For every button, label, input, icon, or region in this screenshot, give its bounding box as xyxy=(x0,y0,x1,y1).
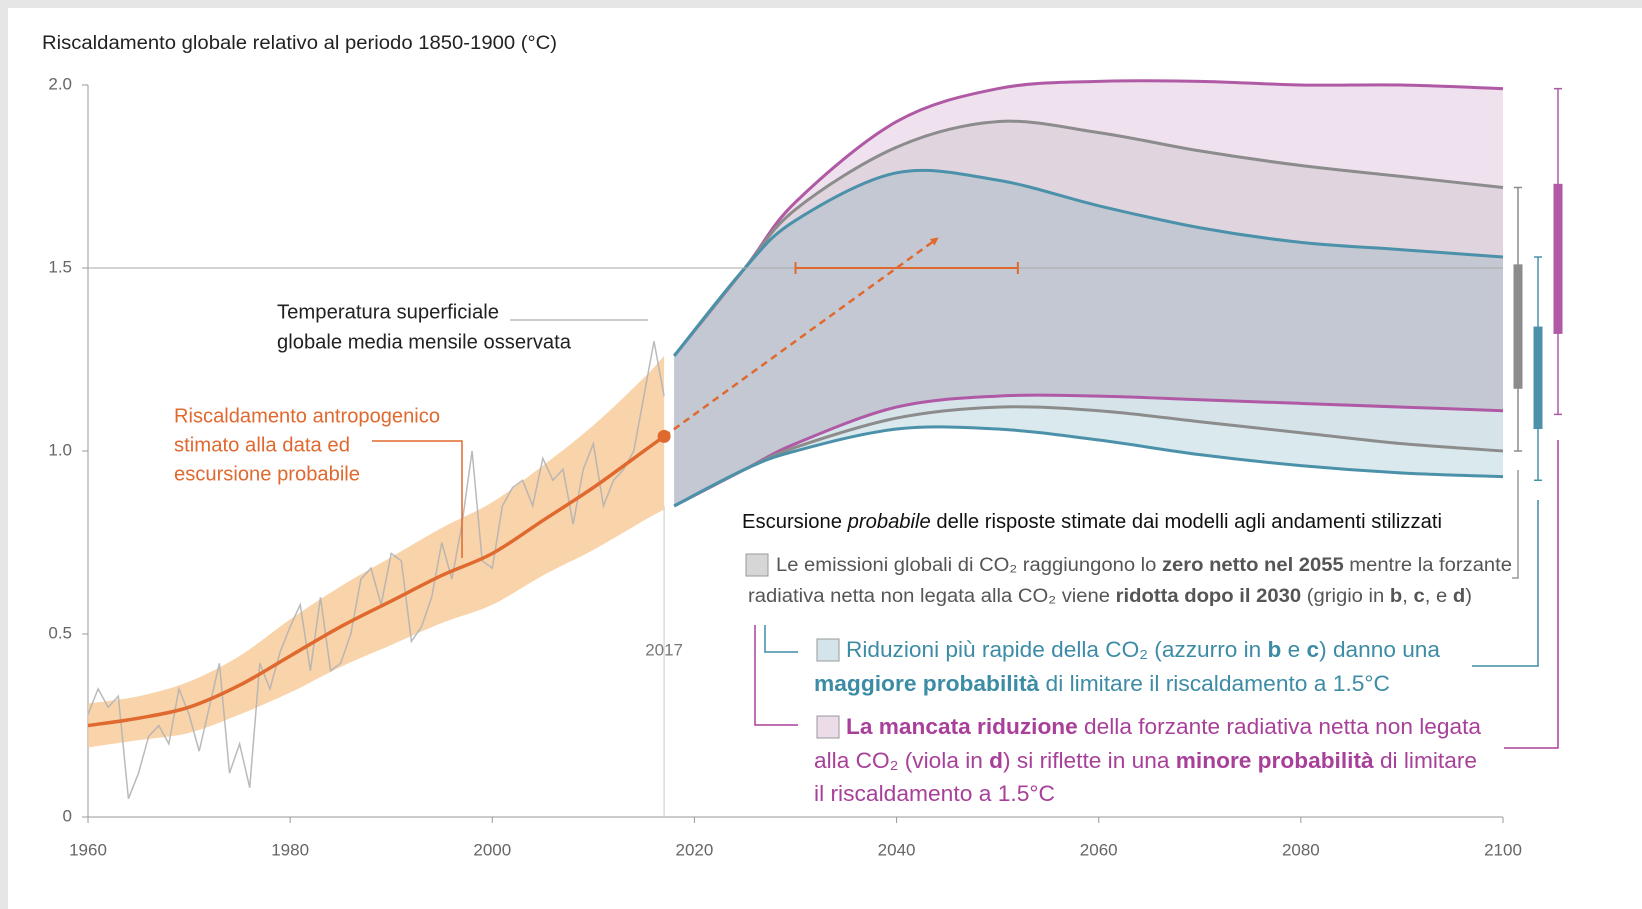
projection-line xyxy=(673,393,1504,508)
legend-swatch xyxy=(745,553,769,577)
projection-line xyxy=(673,79,1504,357)
legend-text-part: minore probabilità xyxy=(1176,748,1375,773)
legend-swatch xyxy=(816,638,840,662)
legend-text-part: Escursione xyxy=(742,511,848,533)
legend-text: maggiore probabilità di limitare il risc… xyxy=(814,671,1390,696)
projection-line xyxy=(673,405,1504,508)
connector xyxy=(1512,470,1519,579)
legend-text-part: Le emissioni globali di CO₂ raggiungono … xyxy=(776,555,1162,576)
bar-box xyxy=(1533,326,1543,430)
legend-text-part: b xyxy=(1268,637,1282,662)
legend-text-part: Riduzioni più rapide della CO₂ (azzurro … xyxy=(846,637,1268,662)
legend-text-part: (grigio in xyxy=(1301,586,1390,607)
legend-text-part: e xyxy=(1281,637,1306,662)
projection-arrow xyxy=(663,237,939,438)
projection-line xyxy=(673,425,1504,508)
legend-text-part: delle risposte stimate dai modelli agli … xyxy=(931,511,1442,533)
legend-text-part: d xyxy=(989,748,1003,773)
observed-label: Temperatura superficiale xyxy=(277,301,499,323)
anthropogenic-band xyxy=(88,355,665,748)
legend-text-part: La mancata riduzione xyxy=(846,714,1078,739)
x-tick-label: 2040 xyxy=(878,840,916,859)
y-tick-label: 1.5 xyxy=(48,257,72,276)
legend-text-part: di limitare il riscaldamento a 1.5°C xyxy=(1039,671,1390,696)
legend-text-part: mentre la forzante xyxy=(1344,555,1512,576)
legend-swatch xyxy=(816,715,840,739)
x-tick-label: 2060 xyxy=(1080,840,1118,859)
legend-text: La mancata riduzione della forzante radi… xyxy=(846,714,1482,739)
anthropogenic-label: stimato alla data ed xyxy=(174,434,350,456)
y-tick-label: 1.0 xyxy=(48,440,72,459)
anthropogenic-label: Riscaldamento antropogenico xyxy=(174,405,440,427)
anthropogenic-line xyxy=(87,434,666,728)
bar-box xyxy=(1553,183,1563,334)
chart-title: Riscaldamento globale relativo al period… xyxy=(42,33,557,54)
observed-label: globale media mensile osservata xyxy=(277,331,572,353)
x-tick-label: 2020 xyxy=(676,840,714,859)
legend-text-part: ) danno una xyxy=(1319,637,1441,662)
x-tick-label: 2000 xyxy=(473,840,511,859)
observed-line xyxy=(87,341,665,799)
legend-text: radiativa netta non legata alla CO₂ vien… xyxy=(748,586,1472,607)
x-tick-label: 1960 xyxy=(69,840,107,859)
y-tick-label: 0 xyxy=(63,806,72,825)
anthropogenic-pointer xyxy=(372,440,463,558)
connector xyxy=(1472,500,1539,667)
legend-text-part: d xyxy=(1453,586,1465,607)
connector xyxy=(764,625,798,653)
x-tick-label: 1980 xyxy=(271,840,309,859)
y-tick-label: 0.5 xyxy=(48,623,72,642)
year-label: 2017 xyxy=(645,640,683,659)
connector xyxy=(754,625,798,726)
legend-text-part: ridotta dopo il 2030 xyxy=(1116,586,1301,607)
y-tick-label: 2.0 xyxy=(48,74,72,93)
legend-text-part: ) si riflette in una xyxy=(1003,748,1176,773)
legend-text-part: b xyxy=(1390,586,1402,607)
legend-text-part: c xyxy=(1414,586,1426,607)
legend-text-part: , e xyxy=(1425,586,1453,607)
legend-text: Escursione probabile delle risposte stim… xyxy=(742,511,1442,533)
legend-text-part: il riscaldamento a 1.5°C xyxy=(814,781,1055,806)
legend-text-part: della forzante radiativa netta non legat… xyxy=(1078,714,1482,739)
legend-text-part: di limitare xyxy=(1374,748,1477,773)
connector xyxy=(1504,440,1559,749)
legend-text: alla CO₂ (viola in d) si riflette in una… xyxy=(814,748,1477,773)
legend-text-part: radiativa netta non legata alla CO₂ vien… xyxy=(748,586,1116,607)
legend-text-part: , xyxy=(1402,586,1413,607)
x-tick-label: 2080 xyxy=(1282,840,1320,859)
anthropogenic-label: escursione probabile xyxy=(174,463,360,485)
legend-text: Le emissioni globali di CO₂ raggiungono … xyxy=(776,555,1512,576)
legend-text-part: alla CO₂ (viola in xyxy=(814,748,989,773)
x-tick-label: 2100 xyxy=(1484,840,1522,859)
bar-box xyxy=(1513,264,1523,389)
legend-text: il riscaldamento a 1.5°C xyxy=(814,781,1055,806)
legend-text-part: maggiore probabilità xyxy=(814,671,1040,696)
legend-text-part: probabile xyxy=(847,511,931,533)
projection-line xyxy=(673,119,1504,357)
legend-text-part: ) xyxy=(1465,586,1472,607)
legend-text-part: zero netto nel 2055 xyxy=(1162,555,1344,576)
projection-line xyxy=(673,168,1504,357)
legend-text-part: c xyxy=(1307,637,1320,662)
legend-text: Riduzioni più rapide della CO₂ (azzurro … xyxy=(846,637,1441,662)
projection-core xyxy=(674,170,1503,506)
